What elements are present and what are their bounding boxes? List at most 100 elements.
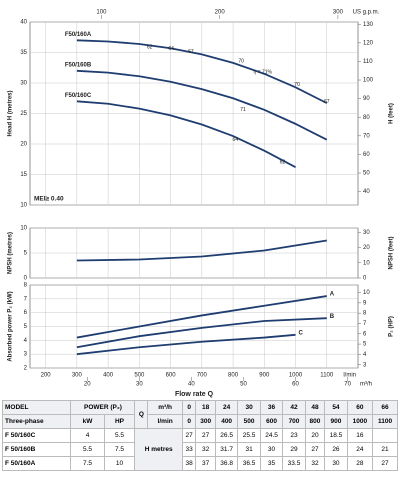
y2-tick-label: 3 (363, 362, 367, 368)
y2-tick-label: 6 (363, 331, 367, 337)
table-cell: kW (70, 414, 105, 429)
table-row: Three-phase kW HP l/min 0 300 400 500 600 700 800 9… (1, 414, 398, 429)
table-cell: 66 (372, 400, 398, 415)
y2-tick-label: 10 (363, 290, 370, 296)
table-cell: 500 (237, 414, 261, 429)
curve-label: F50/160C (65, 93, 92, 99)
table-cell: MODEL (1, 400, 72, 415)
table-cell: 30 (259, 442, 284, 457)
table-cell: 7.5 (70, 456, 105, 471)
table-cell: 27 (372, 456, 398, 471)
table-cell: 20 (304, 428, 326, 443)
x2-tick-label: 60 (292, 382, 299, 388)
x-tick-label: 700 (197, 373, 208, 379)
table-cell: 400 (214, 414, 239, 429)
y-tick-label: 35 (20, 50, 27, 56)
table-cell: 31.7 (214, 442, 239, 457)
y2-axis-title: P₂ (HP) (389, 316, 395, 337)
table-cell: 33 (181, 442, 197, 457)
y-tick-label: 10 (20, 203, 27, 209)
table-cell: 35 (259, 456, 284, 471)
y-tick-label: 7 (24, 296, 28, 302)
table-cell: 37 (195, 456, 216, 471)
y-tick-label: 5 (24, 251, 28, 257)
curve (76, 69, 328, 141)
y2-tick-label: 30 (363, 230, 370, 236)
x2-tick-label: 100 (96, 10, 107, 16)
efficiency-label: 71 (240, 107, 246, 113)
table-cell: HP (103, 414, 136, 429)
x2-unit: US g.p.m. (353, 10, 380, 16)
table-cell: 21 (372, 442, 398, 457)
y-tick-label: 20 (20, 142, 27, 148)
y2-tick-label: 40 (363, 189, 370, 195)
x-tick-label: 300 (72, 373, 83, 379)
table-cell: 36.8 (214, 456, 239, 471)
y2-tick-label: 60 (363, 152, 370, 158)
table-row: F 50/160A 7.5 10 38 37 36.8 36.5 35 33.5 32 30 28 27 (1, 456, 398, 471)
table-cell: 33.5 (282, 456, 306, 471)
h-label: H (144, 446, 150, 453)
table-cell: 28 (346, 456, 374, 471)
curve-label: C (299, 330, 304, 336)
table-cell: 600 (259, 414, 284, 429)
table-cell: 1000 (346, 414, 374, 429)
y2-tick-label: 8 (363, 311, 367, 317)
y2-tick-label: 90 (363, 96, 370, 102)
table-cell: 26.5 (214, 428, 239, 443)
curve (76, 295, 327, 339)
table-cell: 29 (282, 442, 306, 457)
table-cell: 4 (70, 428, 105, 443)
table-cell: Q (134, 400, 149, 429)
table-cell: Three-phase (1, 414, 72, 429)
curve (76, 333, 296, 356)
table-cell: m³/h (147, 400, 183, 415)
y2-tick-label: 0 (363, 276, 367, 282)
table-cell: 32 (304, 456, 326, 471)
table-cell: 48 (304, 400, 326, 415)
y-tick-label: 25 (20, 111, 27, 117)
table-cell: 300 (195, 414, 216, 429)
table-cell: 24 (214, 400, 239, 415)
y-tick-label: 4 (24, 338, 28, 344)
x-tick-label: 500 (134, 373, 145, 379)
y-tick-label: 5 (24, 324, 28, 330)
y2-tick-label: 9 (363, 300, 367, 306)
table-cell: 27 (304, 442, 326, 457)
y2-tick-label: 7 (363, 321, 367, 327)
curve (76, 239, 327, 262)
x2-tick-label: 50 (240, 382, 247, 388)
table-cell: 800 (304, 414, 326, 429)
y2-tick-label: 4 (363, 352, 367, 358)
table-cell: 26 (324, 442, 348, 457)
x-tick-label: 900 (259, 373, 270, 379)
table-cell: 60 (346, 400, 374, 415)
x2-tick-label: 200 (215, 10, 226, 16)
y-tick-label: 40 (20, 20, 27, 26)
curve-label: F50/160A (65, 32, 92, 38)
table-cell: POWER (P₂) (70, 400, 136, 415)
x-unit: l/min (343, 373, 356, 379)
x-tick-label: 200 (41, 373, 52, 379)
table-cell: 5.5 (70, 442, 105, 457)
x-tick-label: 1000 (289, 373, 303, 379)
curve-label: A (330, 292, 335, 298)
table-cell (372, 428, 398, 443)
table-cell: 0 (181, 414, 197, 429)
y2-tick-label: 110 (363, 59, 373, 65)
y2-axis-title: H (feet) (389, 103, 395, 124)
y2-tick-label: 10 (363, 260, 370, 266)
table-cell: 25.5 (237, 428, 261, 443)
x2-tick-label: 20 (84, 382, 91, 388)
y-tick-label: 15 (20, 172, 27, 178)
table-cell: F 50/160A (1, 456, 72, 471)
efficiency-label: 67 (324, 99, 330, 105)
table-cell: F 50/160B (1, 442, 72, 457)
table-cell: 1100 (372, 414, 398, 429)
x-tick-label: 1100 (320, 373, 334, 379)
table-cell: 24 (346, 442, 374, 457)
table-cell: l/min (147, 414, 183, 429)
y-axis-title: Head H (metres) (8, 90, 14, 136)
